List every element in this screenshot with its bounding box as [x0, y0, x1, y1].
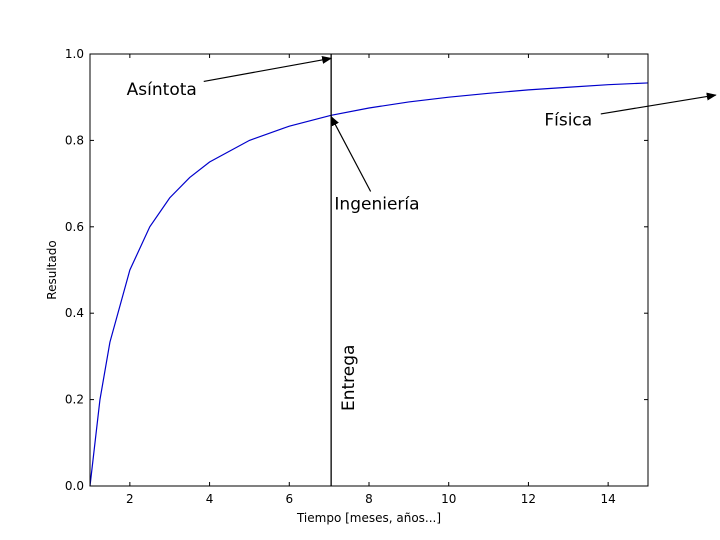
- annotation-layer: Entrega Asíntota Ingeniería Física: [127, 55, 717, 411]
- y-tick-label: 0.4: [65, 306, 84, 320]
- vertical-line-label: Entrega: [339, 345, 359, 411]
- annotation-arrow-1: [330, 115, 372, 192]
- y-axis-label: Resultado: [45, 240, 59, 299]
- y-tick-label: 0.6: [65, 220, 84, 234]
- annotation-arrow-0: [203, 55, 333, 83]
- annotation-label-2: Física: [544, 110, 592, 130]
- y-tick-label: 1.0: [65, 47, 84, 61]
- x-axis-label: Tiempo [meses, años...]: [296, 511, 441, 525]
- y-tick-label: 0.8: [65, 133, 84, 147]
- ticks-layer: 2 4 6 8 10 12 14 0.0 0.2 0.4 0.6 0.8 1.0: [65, 47, 648, 506]
- annotation-label-1: Ingeniería: [334, 195, 419, 215]
- x-tick-label: 4: [206, 492, 214, 506]
- y-tick-label: 0.0: [65, 479, 84, 493]
- x-tick-label: 6: [285, 492, 293, 506]
- x-tick-label: 2: [126, 492, 134, 506]
- x-tick-label: 12: [521, 492, 536, 506]
- y-tick-label: 0.2: [65, 393, 84, 407]
- series-line-0: [89, 82, 649, 487]
- x-tick-label: 10: [441, 492, 456, 506]
- annotation-arrow-2: [600, 92, 717, 115]
- x-tick-label: 14: [601, 492, 616, 506]
- x-tick-label: 8: [365, 492, 373, 506]
- annotation-label-0: Asíntota: [127, 80, 197, 100]
